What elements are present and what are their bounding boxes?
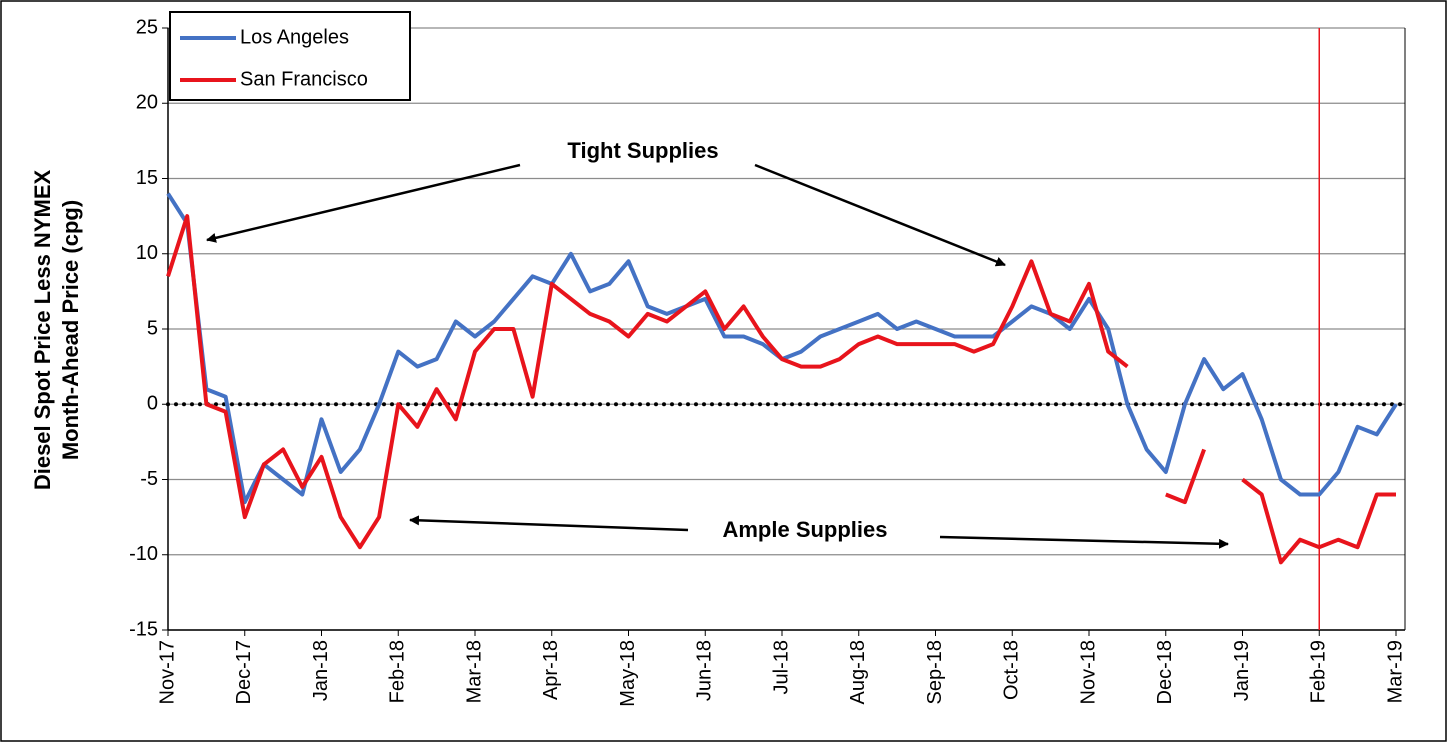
y-tick-label: 0 [147, 393, 158, 415]
y-tick-label: -5 [140, 468, 158, 490]
x-tick-label: Nov-17 [156, 640, 178, 704]
annotation: Ample Supplies [722, 517, 887, 542]
x-tick-label: Jun-18 [694, 640, 716, 701]
x-tick-label: Mar-19 [1384, 640, 1406, 703]
legend-label: Los Angeles [240, 26, 349, 48]
arrow [939, 535, 1229, 549]
x-tick-label: Dec-17 [233, 640, 255, 704]
x-tick-label: Sep-18 [924, 640, 946, 705]
legend-box [169, 11, 411, 101]
y-tick-label: -15 [129, 618, 158, 640]
grid [162, 27, 1407, 636]
legend-label: San Francisco [240, 68, 368, 90]
lines [166, 192, 1398, 565]
x-tick-label: Oct-18 [1001, 640, 1023, 700]
arrow [754, 163, 1006, 267]
x-tick-label: Jan-19 [1231, 640, 1253, 701]
y-tick-label: 10 [136, 242, 158, 264]
x-tick-label: Feb-19 [1308, 640, 1330, 703]
x-tick-label: Jan-18 [310, 640, 332, 701]
x-tick-label: Apr-18 [540, 640, 562, 700]
y-axis-title: Diesel Spot Price Less NYMEX [30, 170, 55, 491]
annotation-arrows [206, 163, 1229, 549]
arrow [206, 163, 521, 243]
x-tick-label: May-18 [617, 640, 639, 707]
x-tick-label: Jul-18 [770, 640, 792, 694]
x-tick-label: Feb-18 [387, 640, 409, 703]
y-tick-label: 20 [136, 92, 158, 114]
x-tick-label: Nov-18 [1077, 640, 1099, 704]
series-line [166, 214, 1396, 565]
arrow [409, 515, 689, 532]
x-tick-label: Dec-18 [1154, 640, 1176, 704]
legend: Los Angeles San Francisco [169, 11, 411, 101]
y-tick-label: 5 [147, 317, 158, 339]
x-tick-label: Mar-18 [463, 640, 485, 703]
y-tick-label: -10 [129, 543, 158, 565]
annotation: Tight Supplies [567, 138, 718, 163]
y-tick-label: 25 [136, 16, 158, 38]
y-axis-title: Month-Ahead Price (cpg) [58, 200, 83, 460]
y-tick-label: 15 [136, 167, 158, 189]
x-tick-label: Aug-18 [847, 640, 869, 705]
